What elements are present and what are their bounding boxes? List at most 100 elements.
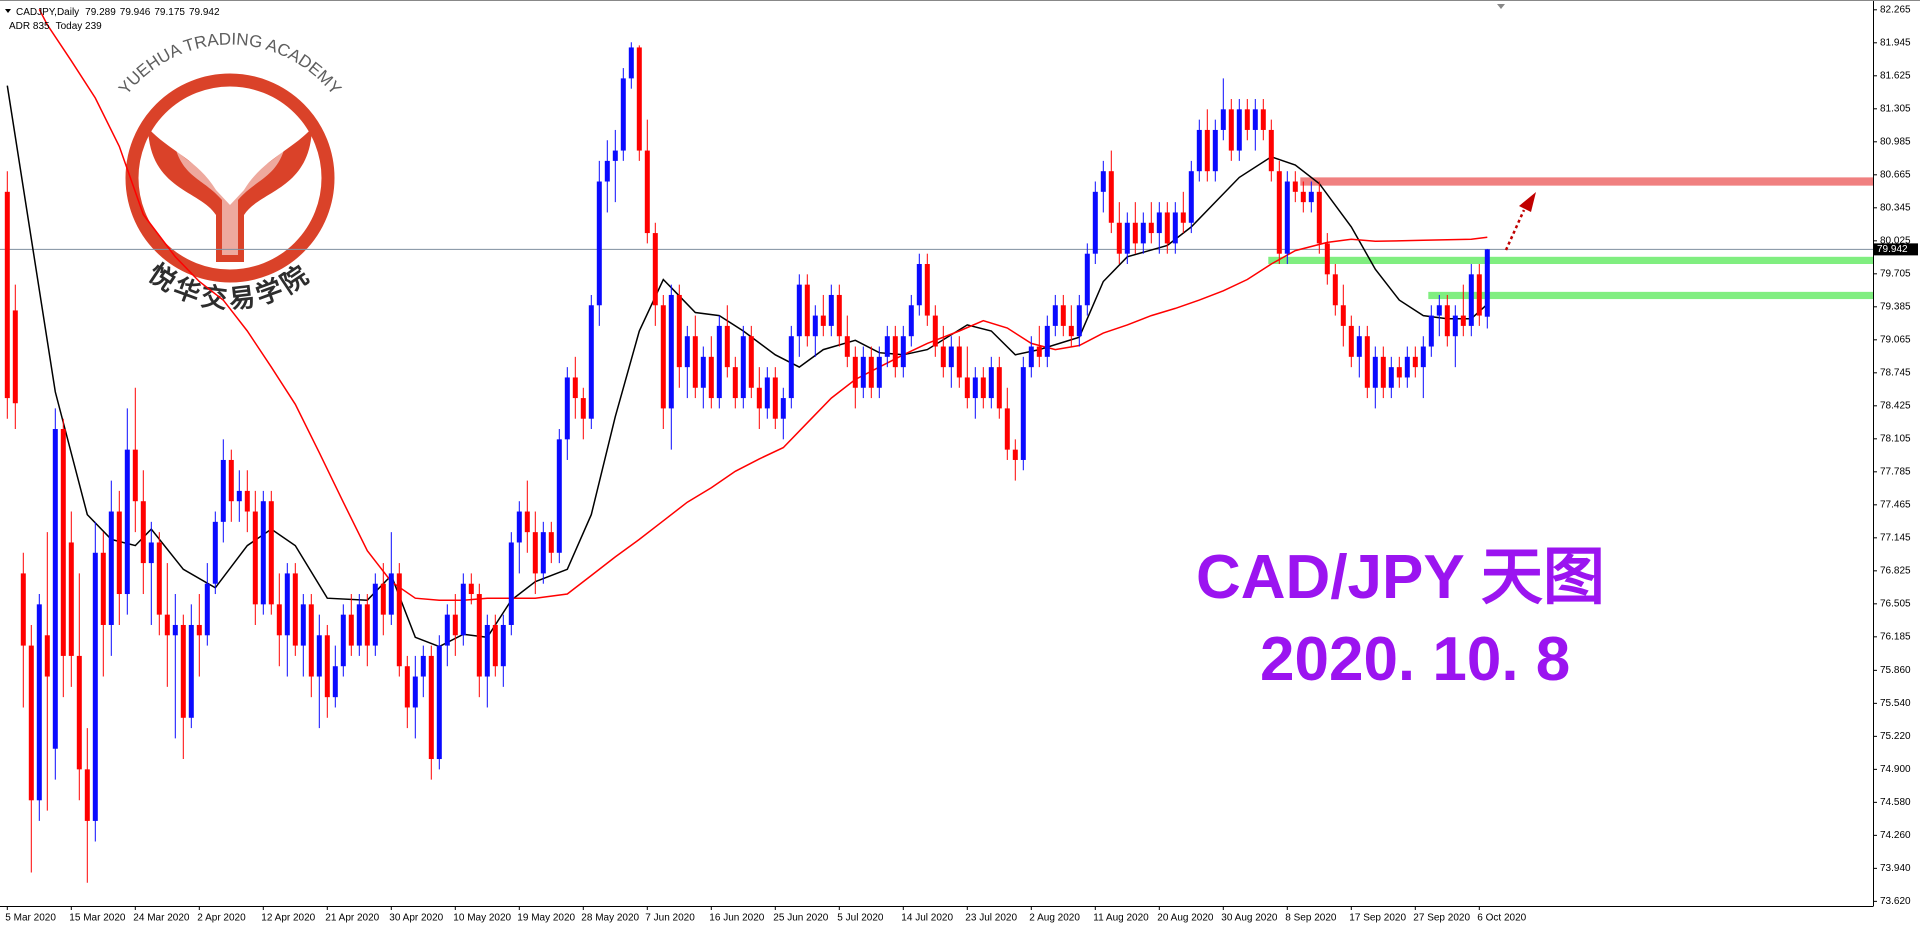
x-tick-label: 21 Apr 2020 xyxy=(325,913,379,924)
candle-body xyxy=(204,583,210,636)
candle-body xyxy=(1236,109,1242,151)
x-tick-label: 27 Sep 2020 xyxy=(1413,913,1470,924)
candle-body xyxy=(660,305,666,409)
candle-body xyxy=(652,233,658,306)
candle-body xyxy=(84,769,90,821)
close: 79.942 xyxy=(189,7,220,18)
candle-body xyxy=(1100,171,1106,192)
candle-body xyxy=(300,604,306,646)
candle-body xyxy=(596,181,602,306)
candle-body xyxy=(284,573,290,636)
candle-body xyxy=(604,160,610,182)
candle-body xyxy=(148,542,154,564)
y-tick-label: 76.505 xyxy=(1880,598,1911,609)
y-tick-label: 78.425 xyxy=(1880,400,1911,411)
y-tick-label: 78.105 xyxy=(1880,433,1911,444)
candle-body xyxy=(1044,325,1050,357)
candle-body xyxy=(868,356,874,388)
candle-body xyxy=(1252,109,1258,130)
candle-body xyxy=(1268,129,1274,172)
candle-body xyxy=(460,583,466,636)
candle-body xyxy=(1468,274,1474,326)
candle-body xyxy=(412,676,418,708)
y-tick-label: 75.540 xyxy=(1880,698,1911,709)
candle-body xyxy=(428,655,434,760)
candle-body xyxy=(1084,253,1090,306)
candle-body xyxy=(732,367,738,399)
candle-body xyxy=(708,356,714,399)
candle-body xyxy=(1148,222,1154,234)
candle-body xyxy=(1420,346,1426,368)
candle-body xyxy=(532,532,538,574)
candle-body xyxy=(172,624,178,636)
y-tick-label: 76.825 xyxy=(1880,565,1911,576)
candle-body xyxy=(52,429,58,749)
candle-body xyxy=(548,532,554,553)
y-tick-label: 79.385 xyxy=(1880,301,1911,312)
y-tick-label: 74.260 xyxy=(1880,830,1911,841)
candle-body xyxy=(892,336,898,368)
y-tick-label: 81.305 xyxy=(1880,103,1911,114)
candle-body xyxy=(380,583,386,615)
y-tick-label: 74.580 xyxy=(1880,797,1911,808)
candle-body xyxy=(932,315,938,347)
y-tick-label: 80.345 xyxy=(1880,202,1911,213)
candle-body xyxy=(524,511,530,533)
candle-body xyxy=(836,294,842,337)
header-icon xyxy=(5,9,11,13)
y-tick-label: 75.220 xyxy=(1880,731,1911,742)
x-tick-label: 30 Aug 2020 xyxy=(1221,913,1278,924)
candle-body xyxy=(116,511,122,595)
candle-body xyxy=(1460,315,1466,326)
candle-body xyxy=(100,552,106,625)
candle-body xyxy=(1036,346,1042,357)
candle-body xyxy=(1260,109,1266,130)
candle-body xyxy=(1132,222,1138,244)
shift-marker xyxy=(1497,4,1505,9)
candle-body xyxy=(28,645,34,801)
candle-body xyxy=(1004,408,1010,450)
arrow-shaft xyxy=(1504,209,1526,251)
y-tick-label: 73.620 xyxy=(1880,896,1911,907)
candle-body xyxy=(60,429,66,656)
candle-body xyxy=(1116,222,1122,254)
candle-body xyxy=(1316,191,1322,244)
candle-body xyxy=(500,624,506,667)
candle-body xyxy=(772,377,778,419)
candle-body xyxy=(268,501,274,605)
candle-body xyxy=(236,490,242,502)
candle-body xyxy=(212,521,218,584)
candle-body xyxy=(812,315,818,337)
candle-body xyxy=(332,666,338,698)
candle-body xyxy=(1348,325,1354,357)
y-tick-label: 80.985 xyxy=(1880,136,1911,147)
chart-subtitle: 2020. 10. 8 xyxy=(1260,625,1570,694)
candle-body xyxy=(1228,109,1234,151)
x-tick-label: 17 Sep 2020 xyxy=(1349,913,1406,924)
candle-body xyxy=(1404,356,1410,378)
candle-body xyxy=(436,645,442,760)
candle-body xyxy=(220,459,226,522)
candle-body xyxy=(444,614,450,646)
candle-body xyxy=(348,614,354,646)
x-tick-label: 28 May 2020 xyxy=(581,913,639,924)
candle-body xyxy=(1364,336,1370,388)
indicator-adr: ADR 835 xyxy=(9,21,50,32)
zone xyxy=(1300,177,1873,186)
candle-body xyxy=(972,377,978,399)
candle-body xyxy=(620,78,626,151)
candle-body xyxy=(108,511,114,625)
candle-body xyxy=(1276,171,1282,254)
candle-body xyxy=(940,346,946,368)
candle-body xyxy=(1220,109,1226,130)
candle-body xyxy=(740,336,746,399)
candle-body xyxy=(156,542,162,615)
candle-body xyxy=(388,573,394,615)
candle-body xyxy=(1076,305,1082,337)
y-tick-label: 76.185 xyxy=(1880,631,1911,642)
y-tick-label: 82.265 xyxy=(1880,4,1911,15)
candle-body xyxy=(804,284,810,337)
candle-body xyxy=(676,294,682,368)
candle-body xyxy=(724,325,730,368)
